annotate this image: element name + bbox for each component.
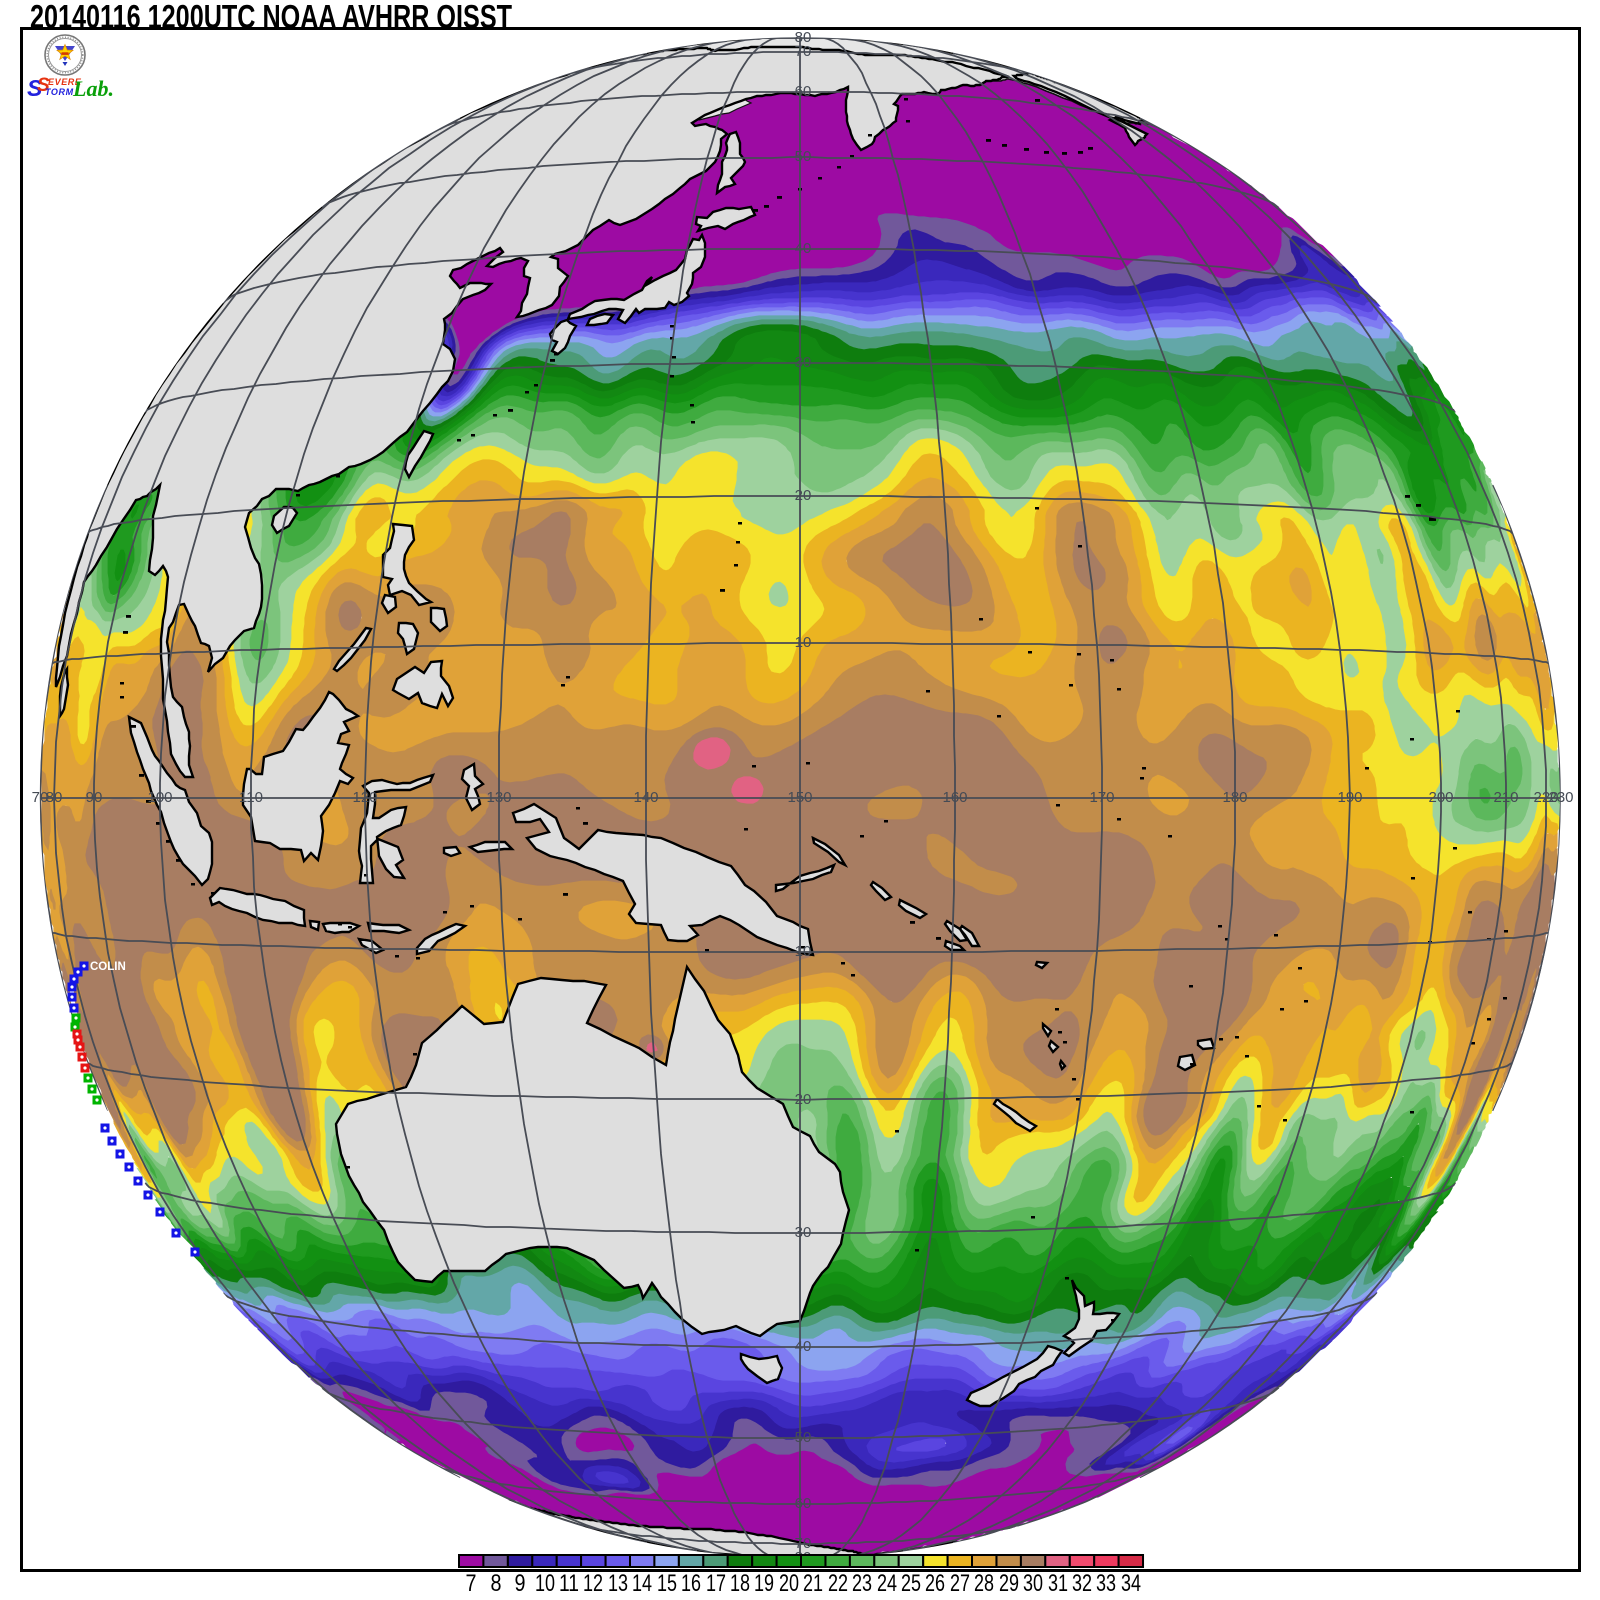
svg-text:210: 210: [1493, 789, 1518, 806]
svg-text:12: 12: [583, 1570, 603, 1597]
svg-text:TORM: TORM: [45, 87, 74, 97]
svg-text:90: 90: [86, 789, 103, 806]
svg-text:31: 31: [1048, 1570, 1068, 1597]
svg-text:33: 33: [1096, 1570, 1116, 1597]
svg-text:190: 190: [1337, 789, 1362, 806]
svg-text:20140116 1200UTC NOAA AVHRR OI: 20140116 1200UTC NOAA AVHRR OISST: [30, 0, 512, 35]
svg-text:30: 30: [795, 354, 812, 371]
svg-text:110: 110: [239, 789, 263, 806]
svg-text:30: 30: [1023, 1570, 1043, 1597]
svg-text:130: 130: [486, 789, 511, 806]
svg-text:230: 230: [1548, 789, 1573, 806]
svg-text:80: 80: [46, 789, 63, 806]
svg-text:10: 10: [795, 634, 812, 651]
svg-text:70: 70: [795, 1535, 812, 1552]
svg-text:19: 19: [754, 1570, 774, 1597]
svg-text:24: 24: [877, 1570, 897, 1597]
svg-text:10: 10: [535, 1570, 555, 1597]
svg-text:50: 50: [795, 1429, 812, 1446]
svg-text:17: 17: [706, 1570, 726, 1597]
svg-text:180: 180: [1222, 789, 1247, 806]
svg-text:32: 32: [1072, 1570, 1092, 1597]
svg-text:140: 140: [633, 789, 658, 806]
svg-text:20: 20: [795, 487, 812, 504]
svg-text:40: 40: [795, 240, 812, 257]
svg-text:25: 25: [901, 1570, 921, 1597]
svg-text:COLIN: COLIN: [90, 961, 126, 973]
svg-text:170: 170: [1089, 789, 1114, 806]
svg-text:S: S: [37, 75, 50, 96]
svg-text:60: 60: [795, 83, 812, 100]
svg-text:S: S: [27, 75, 43, 101]
svg-text:28: 28: [974, 1570, 994, 1597]
svg-text:200: 200: [1428, 789, 1453, 806]
svg-text:30: 30: [795, 1224, 812, 1241]
svg-text:150: 150: [787, 789, 812, 806]
svg-text:20: 20: [795, 1091, 812, 1108]
svg-text:34: 34: [1121, 1570, 1141, 1597]
svg-text:21: 21: [803, 1570, 823, 1597]
svg-text:120: 120: [352, 789, 377, 806]
svg-text:20: 20: [779, 1570, 799, 1597]
svg-text:60: 60: [795, 1495, 812, 1512]
svg-text:7: 7: [466, 1570, 477, 1597]
svg-text:80: 80: [795, 29, 812, 46]
svg-text:10: 10: [795, 943, 812, 960]
svg-text:27: 27: [950, 1570, 970, 1597]
svg-text:14: 14: [632, 1570, 652, 1597]
svg-text:18: 18: [730, 1570, 750, 1597]
svg-text:8: 8: [491, 1570, 502, 1597]
svg-text:160: 160: [942, 789, 967, 806]
svg-text:26: 26: [925, 1570, 945, 1597]
svg-text:11: 11: [559, 1570, 579, 1597]
svg-text:16: 16: [681, 1570, 701, 1597]
svg-text:50: 50: [795, 148, 812, 165]
svg-text:220: 220: [1533, 789, 1558, 806]
svg-text:15: 15: [657, 1570, 677, 1597]
svg-text:13: 13: [608, 1570, 628, 1597]
svg-text:Lab.: Lab.: [72, 76, 114, 101]
svg-text:29: 29: [999, 1570, 1019, 1597]
svg-text:70: 70: [795, 43, 812, 60]
svg-text:EVERE: EVERE: [48, 77, 82, 87]
svg-text:40: 40: [795, 1338, 812, 1355]
svg-text:9: 9: [515, 1570, 526, 1597]
svg-text:23: 23: [852, 1570, 872, 1597]
svg-text:22: 22: [828, 1570, 848, 1597]
svg-text:70: 70: [32, 789, 49, 806]
svg-text:100: 100: [147, 789, 172, 806]
